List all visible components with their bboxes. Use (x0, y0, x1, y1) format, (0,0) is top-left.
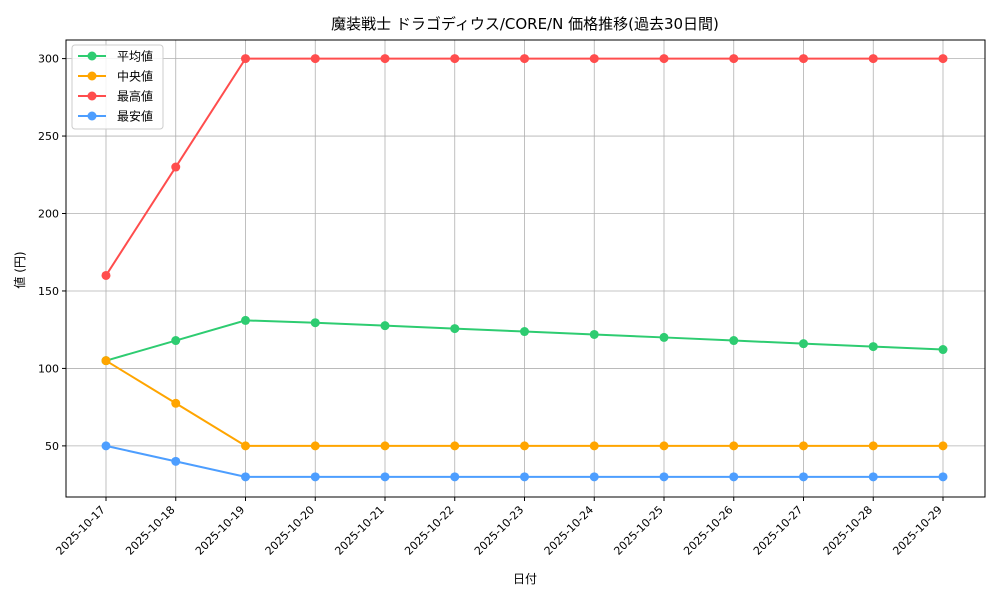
data-point (241, 54, 250, 64)
x-tick-label: 2025-10-21 (332, 503, 386, 557)
data-point (310, 318, 320, 328)
data-point (799, 339, 808, 349)
data-point (310, 472, 320, 482)
x-tick-label: 2025-10-26 (681, 503, 735, 557)
data-point (589, 441, 599, 451)
legend-marker (87, 51, 97, 61)
data-point (380, 54, 390, 64)
data-point (101, 270, 111, 280)
y-tick-label: 50 (45, 440, 59, 453)
x-tick-label: 2025-10-19 (193, 503, 247, 557)
data-point (171, 336, 181, 346)
x-tick-label: 2025-10-23 (472, 503, 526, 557)
data-point (310, 441, 320, 451)
data-point (938, 472, 948, 482)
data-point (380, 472, 390, 482)
data-point (520, 472, 529, 482)
data-point (241, 315, 250, 325)
data-point (450, 441, 460, 451)
data-point (520, 327, 529, 337)
data-point (589, 329, 599, 339)
data-point (729, 472, 739, 482)
legend-label: 平均値 (117, 49, 153, 64)
x-tick-label: 2025-10-28 (821, 503, 875, 557)
data-point (520, 54, 529, 64)
y-tick-label: 100 (38, 362, 59, 375)
data-point (729, 336, 739, 346)
legend-marker (87, 91, 97, 101)
data-point (171, 398, 181, 408)
legend-label: 中央値 (117, 69, 153, 84)
series-2 (101, 54, 948, 280)
x-tick-label: 2025-10-29 (890, 503, 944, 557)
data-point (310, 54, 320, 64)
series-1 (101, 356, 948, 451)
data-point (799, 441, 808, 451)
data-point (938, 441, 948, 451)
data-point (450, 472, 460, 482)
data-point (938, 345, 948, 355)
data-point (659, 441, 669, 451)
data-point (101, 441, 111, 451)
legend-label: 最安値 (117, 109, 153, 124)
data-point (868, 472, 878, 482)
y-axis-label: 値 (円) (12, 251, 27, 288)
series-3 (101, 441, 948, 482)
data-point (799, 54, 808, 64)
legend-box (71, 44, 164, 130)
data-point (450, 324, 460, 334)
data-point (799, 472, 808, 482)
y-tick-label: 250 (38, 130, 59, 143)
plot-frame (65, 39, 986, 498)
data-point (101, 356, 111, 366)
data-point (659, 472, 669, 482)
chart-title: 魔装戦士 ドラゴディウス/CORE/N 価格推移(過去30日間) (331, 15, 719, 33)
data-point (938, 54, 948, 64)
series-0 (101, 315, 948, 366)
data-point (868, 342, 878, 352)
legend-label: 最高値 (117, 89, 153, 104)
data-point (380, 321, 390, 331)
data-point (589, 54, 599, 64)
y-tick-label: 200 (38, 208, 59, 221)
x-tick-label: 2025-10-17 (53, 503, 107, 557)
x-tick-label: 2025-10-22 (402, 503, 456, 557)
data-point (868, 441, 878, 451)
data-point (450, 54, 460, 64)
data-point (868, 54, 878, 64)
x-tick-label: 2025-10-18 (123, 503, 177, 557)
data-point (171, 162, 181, 172)
x-tick-label: 2025-10-25 (611, 503, 665, 557)
data-point (659, 54, 669, 64)
legend-marker (87, 111, 97, 121)
data-point (659, 332, 669, 342)
data-point (729, 54, 739, 64)
data-point (241, 441, 250, 451)
y-tick-label: 150 (38, 285, 59, 298)
x-tick-label: 2025-10-27 (751, 503, 805, 557)
x-tick-label: 2025-10-20 (263, 503, 317, 557)
x-tick-label: 2025-10-24 (542, 503, 596, 557)
data-point (520, 441, 529, 451)
x-axis-label: 日付 (513, 572, 537, 586)
data-point (241, 472, 250, 482)
y-tick-label: 300 (38, 53, 59, 66)
data-point (380, 441, 390, 451)
legend-marker (87, 71, 97, 81)
data-point (171, 456, 181, 466)
data-point (589, 472, 599, 482)
data-point (729, 441, 739, 451)
